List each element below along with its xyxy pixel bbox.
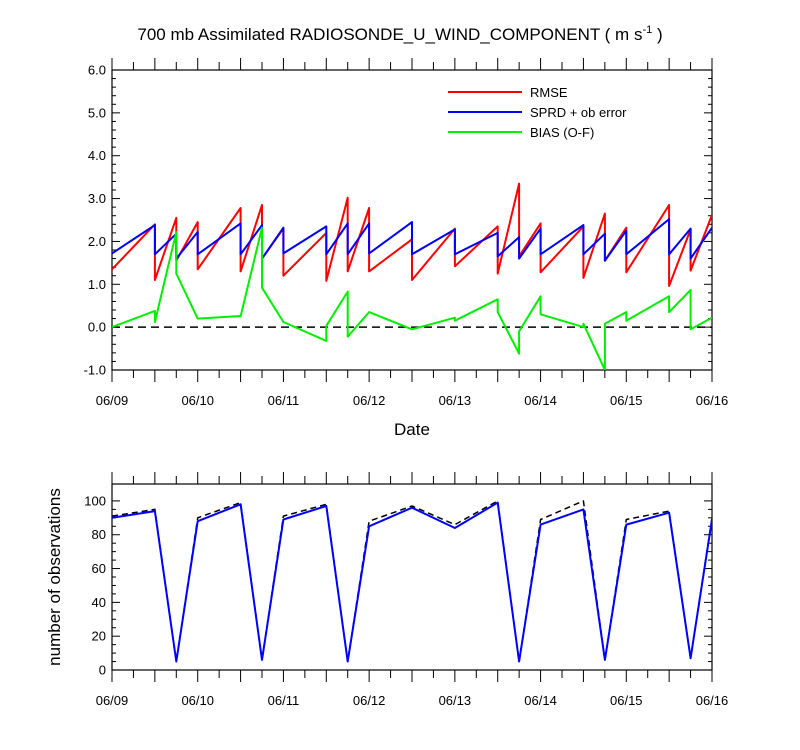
top-y-tick-label: 5.0 [88,105,106,120]
top-y-tick-label: 6.0 [88,63,106,78]
top-y-tick-label: 2.0 [88,234,106,249]
bottom-x-tick-label: 06/15 [610,693,643,708]
bottom-x-tick-label: 06/10 [181,693,214,708]
bottom-series-possible [112,500,712,663]
bottom-x-tick-label: 06/11 [268,693,300,708]
top-series-sprd-ob-error [112,218,712,262]
top-x-tick-label: 06/15 [610,393,643,408]
top-y-tick-label: 1.0 [88,277,106,292]
bottom-y-tick-label: 60 [92,561,106,576]
top-y-tick-label: 4.0 [88,148,106,163]
top-chart-panel: -1.0 0.0 1.0 2.0 3.0 4.0 5.0 6.0 06/09 06/10 06/11… [84,58,729,408]
chart-title: 700 mb Assimilated RADIOSONDE_U_WIND_COM… [137,24,662,44]
chart-title-close: ) [652,25,662,44]
bottom-x-tick-label: 06/09 [96,693,129,708]
top-x-axis-label: Date [394,420,430,439]
bottom-y-tick-label: 100 [84,493,106,508]
top-x-tick-label: 06/12 [353,393,386,408]
chart-title-superscript: -1 [642,24,652,36]
bottom-plot-frame [111,483,713,671]
top-x-tick-label: 06/09 [96,393,129,408]
legend-label-sprd-ob-error: SPRD + ob error [530,105,627,120]
chart-title-main: 700 mb Assimilated RADIOSONDE_U_WIND_COM… [137,25,642,44]
bottom-y-axis-label: number of observations [45,488,64,666]
bottom-y-tick-label: 20 [92,629,106,644]
bottom-x-tick-label: 06/13 [439,693,472,708]
bottom-chart-panel: 0 20 40 60 80 100 06/09 06/10 06/11 06/12 06/13 06/… [84,472,728,708]
top-y-tick-label: -1.0 [84,363,106,378]
bottom-x-tick-label: 06/16 [696,693,729,708]
bottom-series-used [112,501,712,663]
top-x-tick-label: 06/11 [268,393,300,408]
bottom-x-tick-label: 06/14 [524,693,557,708]
bottom-x-tick-label: 06/12 [353,693,386,708]
top-x-tick-label: 06/10 [181,393,214,408]
top-y-tick-label: 0.0 [88,320,106,335]
top-x-tick-label: 06/14 [524,393,557,408]
top-x-tick-label: 06/16 [696,393,729,408]
legend-label-bias-o-f: BIAS (O-F) [530,125,594,140]
top-y-tick-label: 3.0 [88,191,106,206]
bottom-y-tick-label: 80 [92,527,106,542]
bottom-y-tick-label: 40 [92,595,106,610]
bottom-y-tick-label: 0 [99,663,106,678]
top-series-bias-o-f [112,226,712,370]
legend-label-rmse: RMSE [530,85,568,100]
top-x-tick-label: 06/13 [439,393,472,408]
